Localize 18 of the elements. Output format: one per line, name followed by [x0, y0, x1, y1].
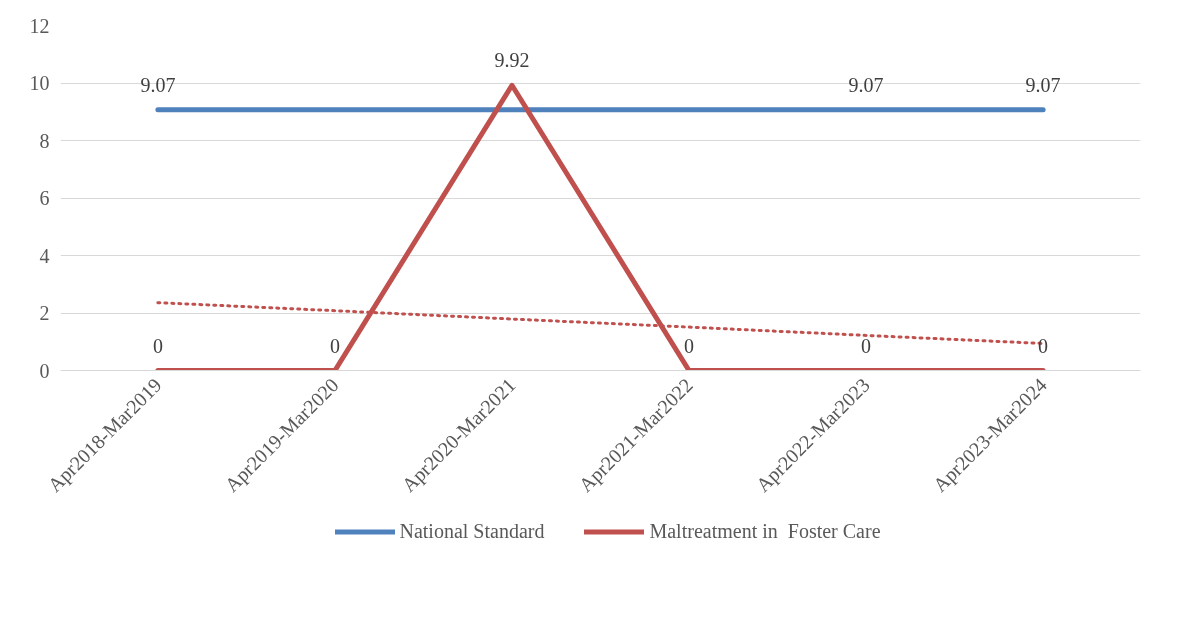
data-label: 0 [152, 334, 163, 357]
y-tick-label: 4 [39, 244, 50, 267]
data-label: 9.07 [140, 73, 176, 96]
data-label: 0 [1038, 334, 1049, 357]
data-label: 9.07 [848, 73, 884, 96]
y-tick-label: 8 [39, 129, 50, 152]
data-label: 9.92 [494, 49, 530, 72]
data-label: 9.07 [1025, 73, 1061, 96]
y-tick-label: 6 [39, 187, 50, 209]
legend-label: National Standard [399, 519, 545, 543]
y-tick-label: 2 [39, 302, 50, 324]
legend-label: Maltreatment in Foster Care [649, 519, 881, 543]
y-tick-label: 0 [39, 359, 50, 382]
y-tick-label: 10 [29, 72, 50, 94]
data-label: 0 [861, 334, 872, 357]
data-label: 0 [684, 334, 695, 357]
y-tick-label: 12 [29, 14, 50, 37]
data-label: 0 [329, 334, 340, 357]
